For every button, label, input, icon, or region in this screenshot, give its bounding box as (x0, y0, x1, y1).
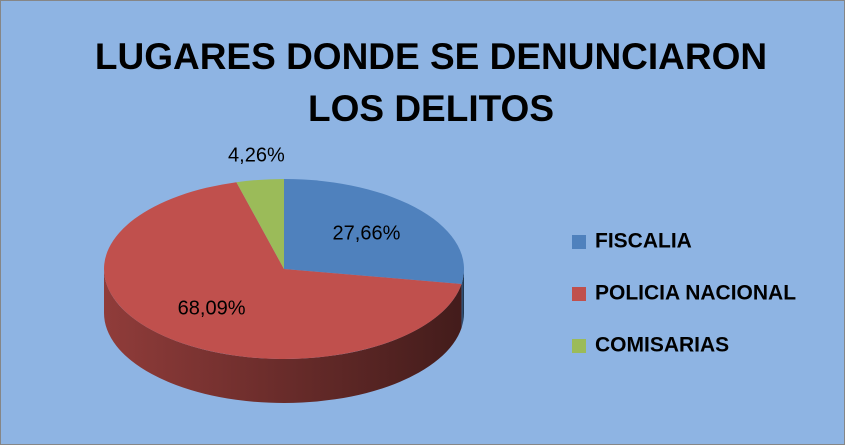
legend-label: COMISARIAS (595, 334, 729, 357)
slice-side (104, 269, 462, 403)
slice (284, 179, 464, 284)
chart-title: LUGARES DONDE SE DENUNCIARON LOS DELITOS (94, 36, 768, 129)
data-label: 27,66% (333, 222, 401, 244)
data-label: 68,09% (178, 297, 246, 319)
slice (104, 182, 462, 360)
legend-swatch (572, 287, 586, 301)
legend-label: POLICIA NACIONAL (595, 282, 796, 305)
legend-swatch (572, 235, 586, 249)
legend-label: FISCALIA (595, 230, 692, 253)
slice-side (461, 269, 464, 328)
data-label: 4,26% (228, 145, 285, 167)
slice (236, 179, 284, 269)
legend-swatch (572, 339, 586, 353)
